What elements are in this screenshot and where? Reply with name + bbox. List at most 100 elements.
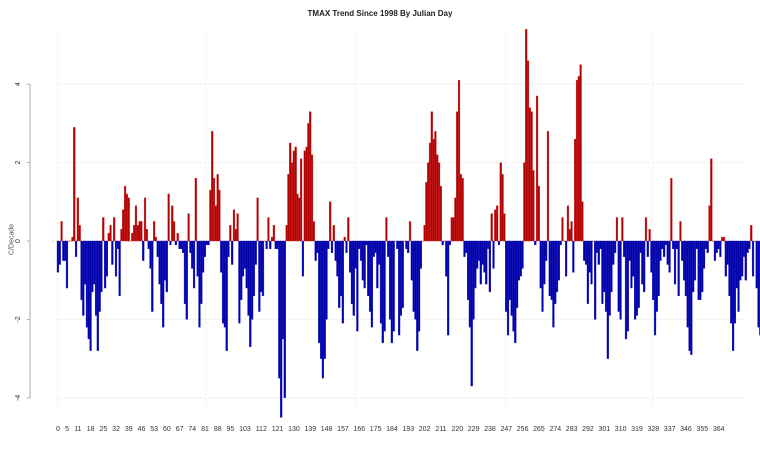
bar (644, 217, 648, 242)
bar (74, 240, 78, 257)
bar (483, 240, 486, 273)
bar (470, 240, 473, 387)
bar (673, 240, 677, 285)
bar (245, 240, 248, 289)
bar (352, 240, 355, 316)
bar (425, 182, 428, 242)
bar (410, 240, 413, 281)
bar (666, 240, 669, 265)
bar (557, 240, 560, 281)
bar (452, 217, 455, 242)
bar (405, 240, 408, 250)
bar (664, 240, 668, 246)
bar (223, 240, 226, 328)
gridlines (52, 30, 745, 410)
bar (472, 240, 475, 320)
bar (416, 240, 419, 351)
bar (439, 185, 442, 242)
bar (276, 240, 279, 250)
bar (82, 240, 85, 316)
bar (603, 240, 606, 293)
bar (528, 107, 531, 242)
bar (670, 178, 673, 242)
bar (80, 240, 83, 300)
bar (147, 240, 150, 250)
bar (704, 240, 707, 250)
bar (516, 240, 519, 308)
y-tick-label: -4 (15, 395, 22, 401)
bar (138, 221, 141, 242)
bar (58, 240, 61, 265)
bar (189, 240, 192, 253)
bar (252, 240, 256, 297)
bar (695, 240, 698, 250)
bar (688, 240, 691, 351)
bar (508, 240, 511, 300)
bar (283, 240, 286, 398)
bar (336, 240, 339, 277)
bar (577, 76, 580, 242)
bar (192, 240, 196, 289)
bar (102, 217, 105, 242)
bar (579, 64, 582, 242)
x-tick-label: 139 (304, 426, 316, 433)
x-tick-label: 301 (598, 426, 610, 433)
bar (98, 240, 101, 312)
bar (450, 217, 453, 242)
bar (392, 240, 395, 332)
bar (367, 240, 370, 297)
bar (214, 205, 217, 242)
bar (710, 158, 713, 242)
bar (624, 240, 628, 340)
x-tick-label: 81 (201, 426, 209, 433)
bar (249, 240, 252, 348)
bar (550, 240, 553, 300)
x-tick-label: 5 (65, 426, 69, 433)
bar (701, 240, 704, 293)
bar (412, 240, 415, 312)
bar (162, 240, 165, 328)
bar (267, 217, 270, 242)
bar (599, 240, 602, 250)
bar (200, 240, 203, 304)
x-tick-label: 328 (647, 426, 659, 433)
bar (136, 225, 139, 242)
bar (639, 240, 642, 253)
y-tick-label: 0 (15, 239, 22, 243)
bar (118, 240, 121, 297)
bar (494, 209, 497, 242)
bar (303, 150, 306, 242)
bar (454, 197, 457, 242)
bar (60, 221, 63, 242)
bar (574, 138, 577, 242)
x-tick-label: 355 (696, 426, 708, 433)
bar (350, 240, 354, 304)
bar (467, 240, 470, 300)
bar (91, 240, 94, 293)
bar (111, 240, 114, 265)
bar (535, 95, 539, 242)
bar (583, 240, 586, 261)
bar (134, 205, 138, 242)
bar (343, 236, 346, 242)
bar (541, 240, 544, 312)
bar (298, 197, 301, 242)
bar (655, 240, 658, 312)
x-tick-label: 95 (227, 426, 235, 433)
bar (641, 240, 644, 285)
bar (76, 197, 79, 242)
bar (690, 240, 693, 355)
bar (661, 240, 664, 250)
bar (615, 217, 619, 242)
bar (234, 229, 237, 242)
bar (323, 240, 326, 359)
bar (145, 229, 148, 242)
bar (385, 217, 388, 242)
bar (623, 240, 626, 257)
bar (142, 240, 145, 261)
bar (584, 240, 588, 265)
bar (566, 205, 570, 242)
bar (751, 240, 755, 277)
bar (151, 240, 154, 312)
x-tick-label: 247 (500, 426, 512, 433)
